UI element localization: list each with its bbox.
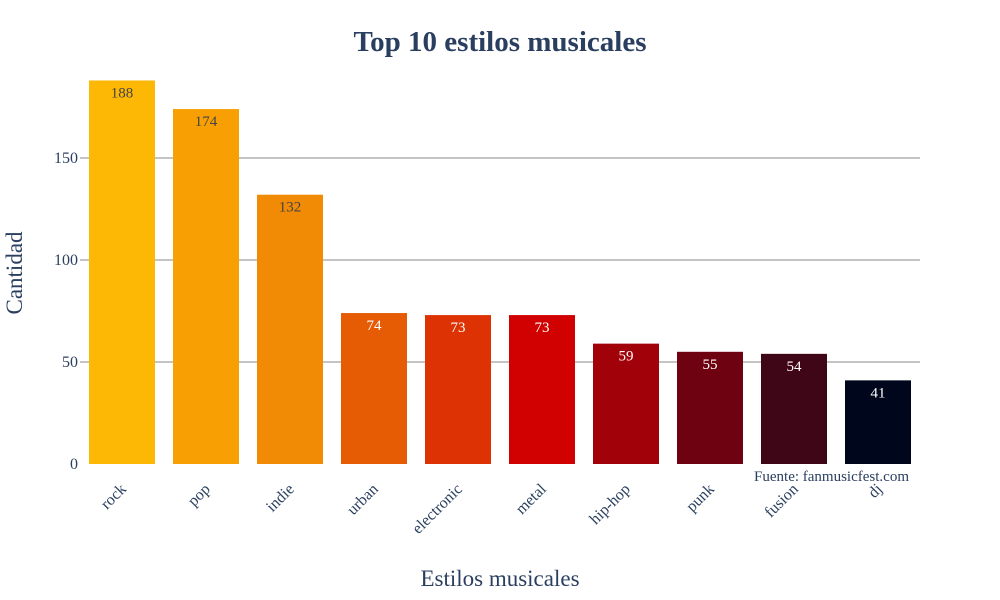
y-tick-label: 150 (54, 150, 78, 167)
bar-dj (845, 380, 911, 464)
bar-electronic (425, 315, 491, 464)
bar-urban (341, 313, 407, 464)
x-tick-label: punk (683, 481, 718, 516)
bar-value-label: 188 (111, 85, 134, 101)
y-tick-label: 50 (62, 354, 78, 371)
bar-punk (677, 351, 743, 464)
y-tick-label: 0 (70, 456, 78, 473)
bar-value-label: 54 (787, 359, 803, 375)
y-tick-label: 100 (54, 252, 78, 269)
bar-labels: 188 174 132 74 73 73 59 55 54 41 (111, 85, 886, 401)
bar-value-label: 73 (535, 320, 550, 336)
x-tick-label: indie (263, 481, 298, 516)
chart-title: Top 10 estilos musicales (354, 26, 647, 58)
bars (89, 80, 911, 464)
bar-value-label: 55 (703, 357, 718, 373)
bar-value-label: 132 (279, 200, 302, 216)
bar-pop (173, 109, 239, 464)
bar-value-label: 59 (619, 349, 634, 365)
x-axis-ticks: rock pop indie urban electronic metal hip-hop p… (98, 480, 886, 537)
bar-hip-hop (593, 343, 659, 464)
y-axis-title: Cantidad (2, 231, 27, 315)
bar-value-label: 41 (871, 385, 886, 401)
bar-value-label: 73 (451, 320, 466, 336)
bar-indie (257, 194, 323, 464)
x-tick-label: electronic (409, 481, 466, 538)
x-tick-label: pop (185, 481, 214, 510)
bar-value-label: 174 (195, 114, 218, 130)
x-tick-label: rock (98, 481, 130, 513)
source-annotation: Fuente: fanmusicfest.com (754, 469, 909, 485)
x-axis-title: Estilos musicales (420, 566, 579, 591)
bar-fusion (761, 353, 827, 464)
x-tick-label: hip-hop (587, 481, 634, 528)
y-axis-ticks: 0 50 100 150 (54, 150, 78, 473)
bar-value-label: 74 (367, 318, 383, 334)
x-tick-label: urban (344, 481, 382, 519)
x-tick-label: metal (513, 480, 551, 518)
bar-metal (509, 315, 575, 464)
x-tick-label: fusion (762, 481, 802, 521)
bar-rock (89, 80, 155, 464)
